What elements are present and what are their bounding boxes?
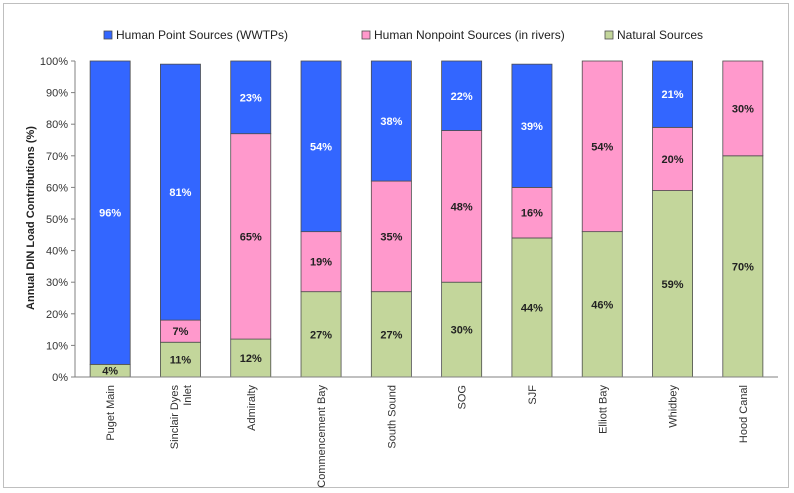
data-label: 4% [102, 366, 118, 378]
bar-segment [370, 60, 412, 182]
y-axis-label: Annual DIN Load Contributions (%) [25, 126, 37, 310]
data-label: 23% [240, 92, 262, 104]
legend-swatch [604, 30, 614, 40]
bars: 4% 96% 11% 7% 81% 12% 65% 23% 27% 19% 54% 27% 35% 38%… [89, 60, 764, 378]
legend: Human Point Sources (WWTPs) Human Nonpoin… [103, 28, 703, 42]
y-axis: 0% 10% 20% 30% 40% 50% 60% 70% 80% 90% 100% [40, 56, 76, 384]
y-tick-label: 60% [46, 182, 68, 194]
data-label: 20% [662, 154, 684, 166]
bar-segment [722, 60, 764, 157]
data-label: 54% [591, 141, 613, 153]
bar-segment [652, 126, 693, 191]
bar-stack: 4% 96% [89, 60, 131, 378]
data-label: 70% [732, 261, 754, 273]
bar-stack: 30% 48% 22% [441, 60, 483, 378]
bar-segment [511, 237, 553, 378]
bar-segment [370, 180, 412, 293]
bar-segment [300, 291, 342, 378]
x-axis: Puget Main Sinclair Dyes Inlet Admiralty Com… [75, 376, 778, 488]
bar-segment [581, 60, 623, 233]
data-label: 7% [172, 326, 188, 338]
y-tick-label: 70% [46, 151, 68, 163]
x-tick-label: Inlet [182, 385, 194, 406]
legend-entry: Human Nonpoint Sources (in rivers) [374, 28, 565, 42]
y-tick-label: 0% [52, 372, 68, 384]
bar-segment [300, 231, 342, 293]
bar-segment [652, 60, 693, 128]
data-label: 96% [99, 208, 121, 220]
x-tick-label: SJF [527, 385, 539, 405]
bar-segment [441, 281, 483, 378]
y-tick-label: 30% [46, 277, 68, 289]
data-label: 19% [310, 257, 332, 269]
bar-stack: 27% 35% 38% [370, 60, 412, 378]
data-label: 21% [662, 89, 684, 101]
bar-segment [370, 291, 412, 378]
bar-segment [160, 63, 201, 321]
bar-stack: 27% 19% 54% [300, 60, 342, 378]
x-tick-label: Commencement Bay [316, 385, 328, 488]
bar-segment [160, 341, 201, 378]
bar-stack: 70% 30% [722, 60, 764, 378]
bar-segment [441, 60, 483, 131]
data-label: 11% [170, 355, 192, 367]
data-label: 27% [310, 329, 332, 341]
x-tick-label: Admiralty [246, 385, 258, 431]
bar-stack: 44% 16% 39% [511, 63, 553, 378]
data-label: 35% [380, 231, 402, 243]
data-label: 48% [451, 201, 473, 213]
y-tick-label: 10% [46, 340, 68, 352]
x-tick-label: SOG [457, 385, 469, 409]
bar-stack: 11% 7% 81% [160, 63, 201, 378]
data-label: 27% [380, 329, 402, 341]
y-tick-label: 20% [46, 309, 68, 321]
data-label: 12% [240, 353, 262, 365]
data-label: 46% [591, 299, 613, 311]
data-label: 30% [451, 325, 473, 337]
bar-stack: 12% 65% 23% [230, 60, 272, 378]
bar-segment [511, 186, 553, 239]
bar-segment [230, 338, 272, 378]
data-label: 30% [732, 103, 754, 115]
y-tick-label: 80% [46, 119, 68, 131]
bar-segment [441, 130, 483, 283]
y-tick-label: 100% [40, 56, 68, 68]
bar-segment [230, 60, 272, 135]
data-label: 65% [240, 231, 262, 243]
data-label: 16% [521, 208, 543, 220]
y-tick-label: 40% [46, 246, 68, 258]
legend-entry: Natural Sources [617, 28, 703, 42]
data-label: 38% [380, 116, 402, 128]
legend-entry: Human Point Sources (WWTPs) [116, 28, 288, 42]
bar-segment [722, 155, 764, 378]
data-label: 22% [451, 91, 473, 103]
x-tick-label: Sinclair Dyes [169, 385, 181, 450]
y-tick-label: 90% [46, 88, 68, 100]
bar-segment [300, 60, 342, 233]
legend-swatch [103, 30, 113, 40]
y-tick-label: 50% [46, 214, 68, 226]
bar-segment [511, 63, 553, 188]
legend-swatch [361, 30, 371, 40]
x-tick-label: South Sound [386, 385, 398, 449]
data-label: 54% [310, 141, 332, 153]
data-label: 59% [662, 279, 684, 291]
bar-segment [230, 133, 272, 340]
bar-stack: 46% 54% [581, 60, 623, 378]
bar-segment [652, 190, 693, 378]
data-label: 81% [169, 187, 191, 199]
x-tick-label: Elliott Bay [597, 385, 609, 434]
x-tick-label: Puget Main [105, 385, 117, 441]
x-tick-label: Hood Canal [738, 385, 750, 443]
bar-segment [89, 60, 131, 365]
data-label: 39% [521, 121, 543, 133]
data-label: 44% [521, 302, 543, 314]
x-tick-label: Whidbey [668, 385, 680, 428]
bar-stack: 59% 20% 21% [652, 60, 693, 378]
